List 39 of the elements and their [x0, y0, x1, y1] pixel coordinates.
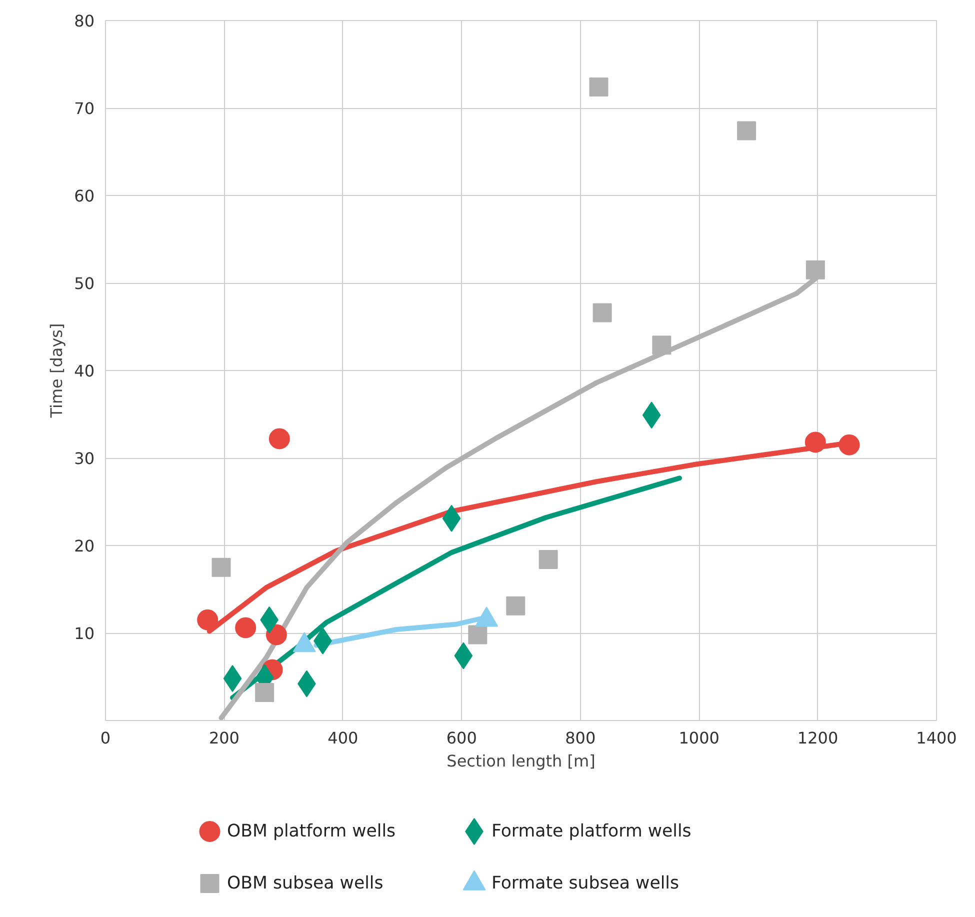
y-axis-title: Time [days]: [47, 323, 66, 419]
x-axis-title: Section length [m]: [446, 752, 596, 770]
point: [506, 596, 526, 616]
point: [589, 78, 608, 96]
point: [468, 625, 488, 644]
y-tick-label: 70: [74, 99, 94, 118]
y-tick-label: 60: [74, 186, 94, 206]
point: [806, 260, 825, 280]
point: [652, 336, 672, 355]
x-tick-label: 1400: [916, 728, 957, 748]
y-tick-label: 40: [74, 362, 94, 380]
point: [235, 617, 256, 638]
point: [255, 683, 274, 702]
x-tick-label: 0: [100, 728, 111, 748]
point: [266, 624, 287, 646]
point: [212, 558, 231, 577]
x-tick-label: 200: [208, 728, 240, 748]
legend-label: Formate platform wells: [491, 822, 692, 842]
point: [838, 434, 860, 456]
point: [804, 432, 826, 453]
y-tick-label: 10: [74, 624, 94, 643]
point: [268, 428, 290, 450]
x-tick-label: 800: [565, 728, 596, 748]
point: [737, 121, 756, 140]
y-tick-label: 20: [74, 536, 94, 556]
x-tick-label: 600: [446, 728, 477, 748]
x-tick-label: 400: [328, 728, 358, 748]
point: [197, 609, 218, 630]
x-tick-label: 1200: [797, 728, 838, 748]
legend-label: OBM platform wells: [226, 822, 396, 842]
legend-label: OBM subsea wells: [226, 874, 384, 894]
legend-label: Formate subsea wells: [491, 874, 680, 894]
point: [592, 303, 612, 322]
x-tick-label: 1000: [678, 728, 720, 748]
y-tick-label: 80: [74, 12, 94, 30]
y-tick-label: 30: [74, 449, 94, 468]
point: [538, 550, 558, 569]
y-tick-label: 50: [74, 274, 94, 293]
point: [223, 665, 242, 692]
